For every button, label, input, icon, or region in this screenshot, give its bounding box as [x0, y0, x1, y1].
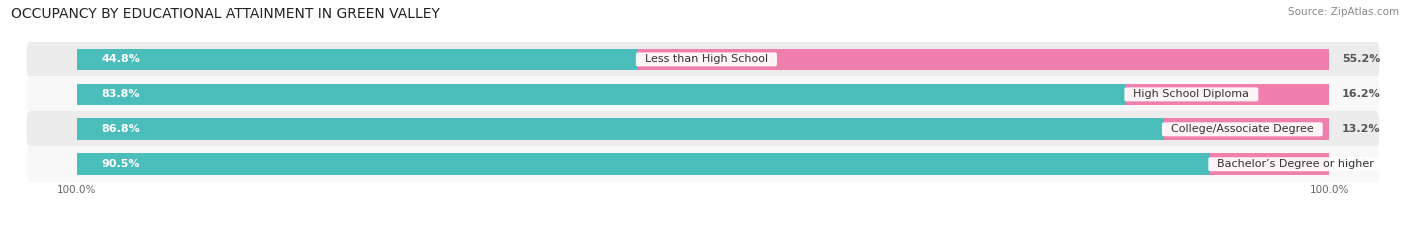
Bar: [1164, 118, 1329, 140]
Text: College/Associate Degree: College/Associate Degree: [1164, 124, 1320, 134]
Text: Bachelor’s Degree or higher: Bachelor’s Degree or higher: [1211, 159, 1381, 169]
Bar: [638, 49, 1329, 70]
Bar: [1211, 154, 1329, 175]
Bar: [1126, 84, 1329, 105]
FancyBboxPatch shape: [27, 111, 1379, 148]
Text: 55.2%: 55.2%: [1341, 55, 1381, 64]
Bar: [77, 118, 1164, 140]
FancyBboxPatch shape: [27, 76, 1379, 113]
Text: 16.2%: 16.2%: [1341, 89, 1381, 99]
Text: Less than High School: Less than High School: [638, 55, 775, 64]
Legend: Owner-occupied, Renter-occupied: Owner-occupied, Renter-occupied: [581, 230, 825, 233]
Text: Source: ZipAtlas.com: Source: ZipAtlas.com: [1288, 7, 1399, 17]
Text: High School Diploma: High School Diploma: [1126, 89, 1257, 99]
Bar: [77, 49, 638, 70]
FancyBboxPatch shape: [27, 146, 1379, 183]
Bar: [77, 84, 1126, 105]
Text: 86.8%: 86.8%: [101, 124, 141, 134]
FancyBboxPatch shape: [27, 41, 1379, 78]
Text: OCCUPANCY BY EDUCATIONAL ATTAINMENT IN GREEN VALLEY: OCCUPANCY BY EDUCATIONAL ATTAINMENT IN G…: [11, 7, 440, 21]
Text: 13.2%: 13.2%: [1341, 124, 1381, 134]
Bar: [77, 154, 1211, 175]
Text: 83.8%: 83.8%: [101, 89, 141, 99]
Text: 44.8%: 44.8%: [101, 55, 141, 64]
Text: 90.5%: 90.5%: [101, 159, 141, 169]
Text: 9.5%: 9.5%: [1341, 159, 1372, 169]
